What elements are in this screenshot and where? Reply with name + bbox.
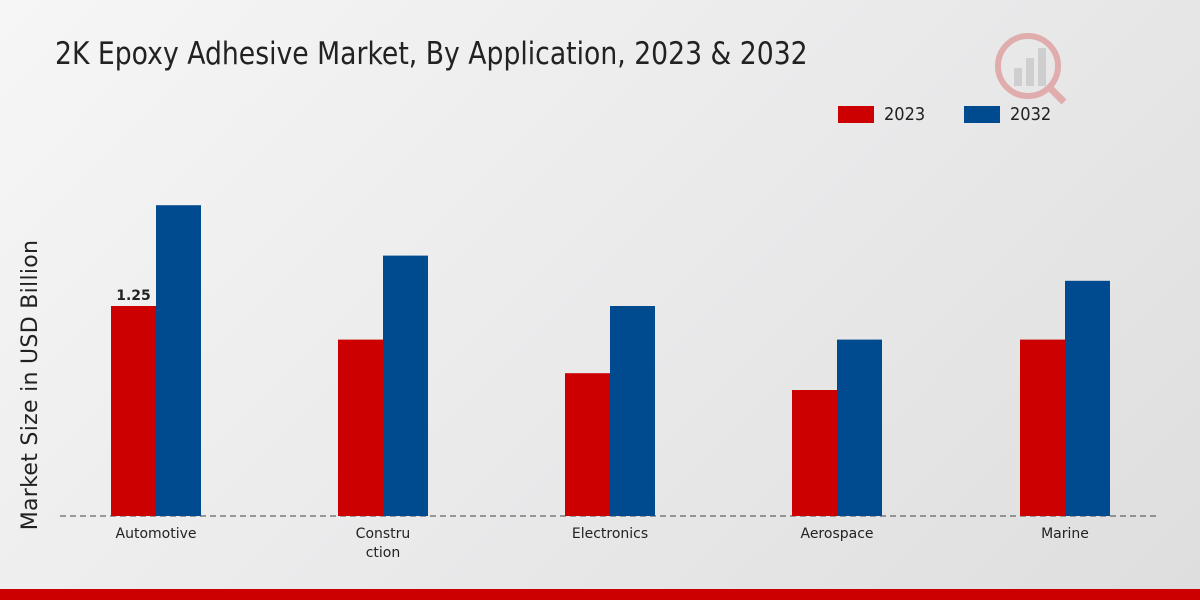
chart-legend: 2023 2032 [838, 104, 1090, 125]
legend-label-2032: 2032 [1009, 104, 1052, 125]
x-tick-label-construction: Constru ction [356, 526, 411, 561]
bar-2023-aerospace [792, 390, 837, 516]
x-tick-label-marine: Marine [1041, 526, 1089, 542]
legend-swatch-2023 [838, 106, 874, 123]
legend-item-2023: 2023 [838, 104, 930, 125]
x-tick-label-automotive: Automotive [116, 526, 197, 542]
bar-2032-automotive [156, 205, 201, 516]
legend-label-2023: 2023 [884, 104, 926, 125]
bottom-accent-bar [0, 589, 1200, 600]
x-tick-label-aerospace: Aerospace [800, 526, 873, 542]
bar-2023-electronics [565, 373, 610, 516]
bar-2032-aerospace [837, 339, 882, 516]
bar-2023-marine [1020, 339, 1065, 516]
logo-watermark-icon [995, 33, 1067, 105]
legend-swatch-2032 [963, 106, 1000, 123]
bar-2032-electronics [610, 306, 655, 516]
bar-2023-automotive [111, 306, 156, 516]
bar-2032-construction [383, 255, 428, 516]
chart-title: 2K Epoxy Adhesive Market, By Application… [55, 36, 808, 72]
data-label-2023-automotive: 1.25 [116, 288, 151, 304]
bar-2032-marine [1065, 280, 1110, 516]
bar-2023-construction [338, 339, 383, 516]
x-tick-label-electronics: Electronics [572, 526, 648, 542]
legend-item-2032: 2032 [963, 104, 1056, 125]
